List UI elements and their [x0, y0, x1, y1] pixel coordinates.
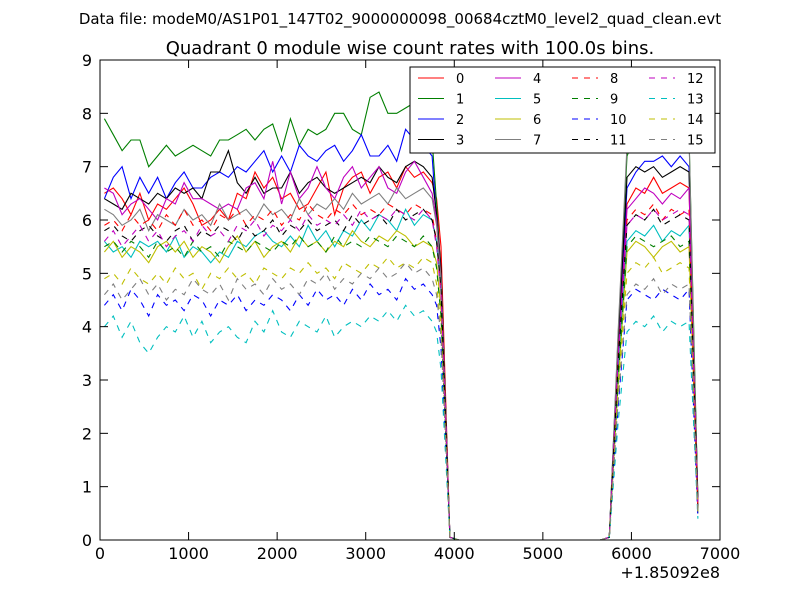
x-tick-label: 3000 — [345, 544, 386, 563]
legend-label-9: 9 — [610, 93, 618, 108]
y-tick-label: 8 — [82, 104, 92, 123]
x-tick-label: 2000 — [257, 544, 298, 563]
legend-label-8: 8 — [610, 72, 618, 87]
legend-label-7: 7 — [533, 134, 541, 149]
x-tick-label: 1000 — [168, 544, 209, 563]
axes-frame — [99, 59, 721, 541]
legend-label-2: 2 — [456, 113, 464, 128]
x-tick-label: 4000 — [434, 544, 475, 563]
legend-label-6: 6 — [533, 113, 541, 128]
legend-label-3: 3 — [456, 134, 464, 149]
y-tick-label: 6 — [82, 211, 92, 230]
series-line-13 — [103, 304, 699, 541]
plot-area-border — [99, 59, 721, 541]
y-tick-label: 4 — [82, 318, 92, 337]
legend-label-14: 14 — [687, 113, 704, 128]
legend-label-1: 1 — [456, 93, 464, 108]
y-tick-label: 2 — [82, 424, 92, 443]
series-line-12 — [103, 208, 699, 541]
x-axis-offset-label: +1.85092e8 — [620, 563, 720, 582]
chart-title: Quadrant 0 module wise count rates with … — [166, 38, 655, 59]
legend-label-11: 11 — [610, 134, 627, 149]
x-tick-label: 5000 — [522, 544, 563, 563]
x-axis-ticks: 0 1000 2000 3000 4000 5000 6000 7000 — [95, 60, 740, 563]
y-tick-label: 5 — [82, 264, 92, 283]
y-tick-label: 0 — [82, 531, 92, 550]
x-tick-label: 6000 — [611, 544, 652, 563]
y-tick-label: 7 — [82, 158, 92, 177]
legend-label-5: 5 — [533, 93, 541, 108]
series-line-15 — [103, 261, 699, 541]
legend-box — [409, 66, 716, 154]
x-tick-label: 0 — [95, 544, 105, 563]
legend-label-12: 12 — [687, 72, 704, 87]
legend-label-10: 10 — [610, 113, 627, 128]
y-tick-label: 3 — [82, 371, 92, 390]
legend-label-13: 13 — [687, 93, 704, 108]
series-line-14 — [104, 256, 699, 541]
y-tick-label: 1 — [82, 478, 92, 497]
y-tick-label: 9 — [82, 51, 92, 70]
x-tick-label: 7000 — [700, 544, 741, 563]
figure-suptitle: Data file: modeM0/AS1P01_147T02_90000000… — [79, 10, 721, 29]
legend-label-4: 4 — [533, 72, 541, 87]
legend-label-15: 15 — [687, 134, 704, 149]
legend-label-0: 0 — [456, 72, 464, 87]
